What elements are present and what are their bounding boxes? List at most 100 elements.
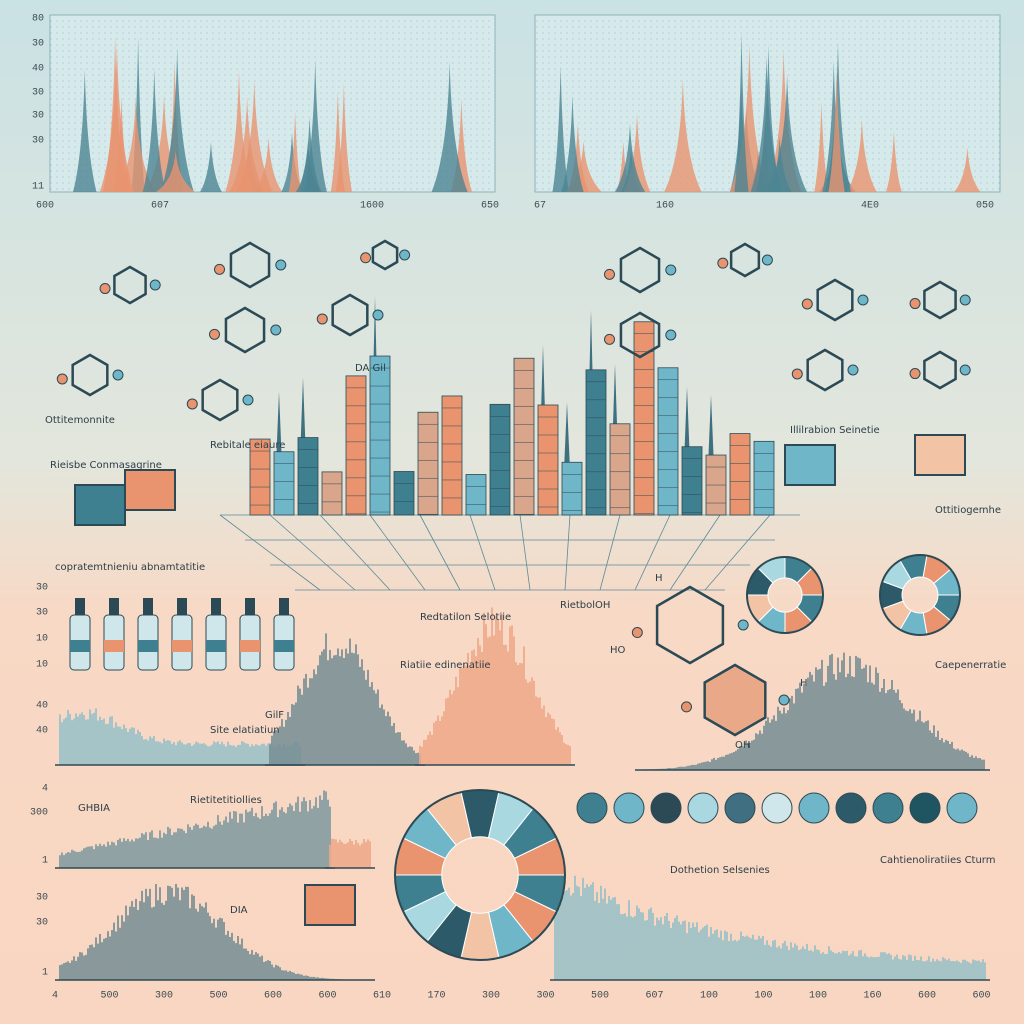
label: 170 [427,991,445,1002]
atom [761,254,773,266]
label: 300 [536,991,554,1002]
peak [954,147,981,192]
cylinder [489,403,511,516]
label: Redtatilon Selotiie [420,612,511,623]
cylinder [393,471,415,516]
swatch [761,792,793,824]
label: 30 [36,608,48,619]
swatch [909,792,941,824]
peak [288,112,302,192]
vial-band [206,640,226,652]
molecule [229,241,271,289]
label: 30 [36,893,48,904]
atom [214,263,226,275]
cylinder [633,321,655,516]
grid [369,514,426,591]
molecule [71,353,109,397]
molecule [703,663,767,737]
cylinder [681,446,703,516]
label: HO [610,645,626,656]
atom [209,328,221,340]
atom [270,324,282,336]
label: H [800,678,808,689]
spectrum [59,790,331,868]
atom [665,329,677,341]
vial-band [172,640,192,652]
label: 300 [30,808,48,819]
peak [156,150,196,192]
peak [431,60,468,193]
label: 40 [32,64,44,75]
label: 80 [32,14,44,25]
peak [229,96,265,192]
peak [756,44,781,192]
label: DA Gil [355,363,386,374]
peak [664,78,702,192]
atom [56,373,68,385]
cylinder [273,451,295,516]
peak [115,97,156,192]
label: Illilrabion Seinetie [790,425,880,436]
cube [914,434,966,476]
label: 4 [42,784,48,795]
atom [791,368,803,380]
label: 10 [36,660,48,671]
molecule [655,585,725,665]
peak [145,94,183,192]
atom [631,627,643,639]
label: 607 [645,991,663,1002]
peak [766,49,802,192]
atom [680,701,692,713]
label: 500 [591,991,609,1002]
decoration [55,33,990,981]
atom [242,394,254,406]
swatch [798,792,830,824]
cylinder [729,433,751,516]
grid [634,514,671,591]
label: 650 [481,201,499,212]
vial-cap [245,598,255,615]
cylinder [585,369,607,516]
label: 500 [100,991,118,1002]
swatch [835,792,867,824]
atom [275,259,287,271]
cylinder [297,437,319,516]
label: 11 [32,182,44,193]
label: 30 [32,111,44,122]
atom [112,369,124,381]
peak [828,69,845,192]
donut-ring [394,789,566,961]
atom [909,368,921,380]
cylinder [249,438,271,516]
grid [269,514,356,591]
label: 600 [972,991,990,1002]
cylinder [537,404,559,516]
grid [599,514,621,591]
peak [885,131,902,192]
label: Rietbol [560,600,595,611]
label: Ottitiogemhe [935,505,1001,516]
label: 4 [52,991,58,1002]
atom [99,283,111,295]
atom [801,298,813,310]
atom [959,364,971,376]
label: Caepenerratie [935,660,1006,671]
peak [160,47,194,192]
peak [614,123,646,192]
cylinder [345,375,367,516]
molecule [619,311,661,359]
cylinder [321,471,343,516]
label: Dothetion Selsenies [670,865,770,876]
label: DIA [230,905,248,916]
label: OH [595,600,610,611]
atom [360,252,372,264]
swatch [724,792,756,824]
grid [564,514,571,591]
swatch [946,792,978,824]
atom [149,279,161,291]
atom [959,294,971,306]
peak [99,42,135,192]
label: 600 [264,991,282,1002]
